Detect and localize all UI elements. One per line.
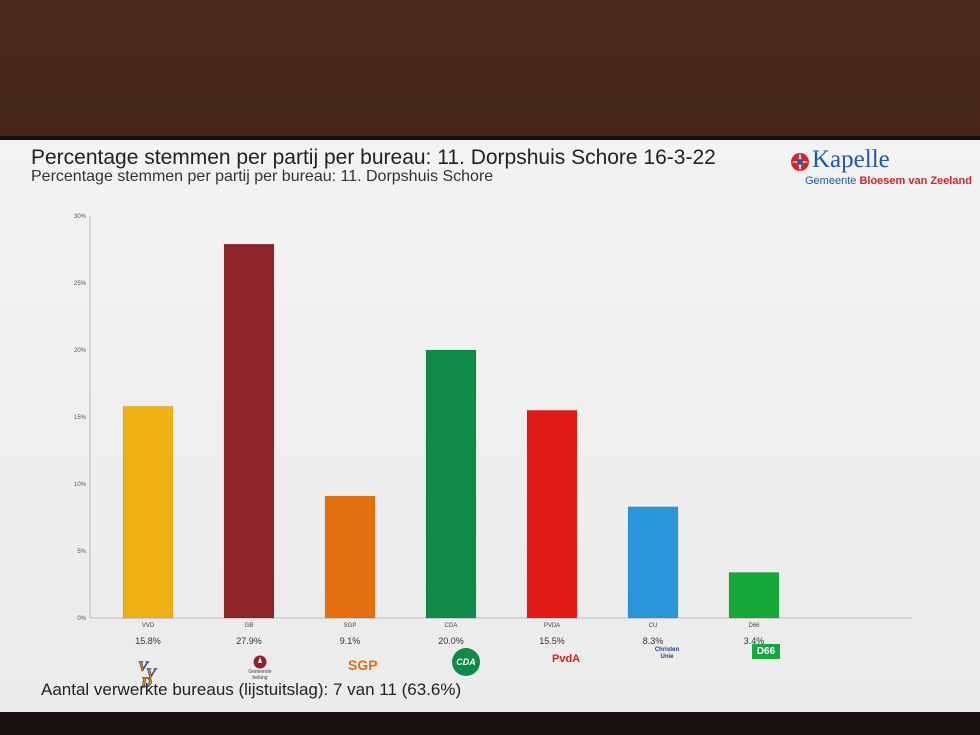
x-tick-label: CDA	[445, 623, 458, 629]
vvd-logo-mark: V V D	[138, 659, 159, 692]
bar-chart: 0% 5% 10% 15% 20% 25% 30% VVD 15.8% GB 27.9% SGP 9.1…	[74, 214, 912, 646]
bar-pvda	[526, 409, 578, 619]
y-tick-label: 30%	[74, 214, 87, 220]
data-label: 15.8%	[135, 636, 161, 646]
x-tick-label: D66	[748, 623, 760, 629]
cu-logo-line1: Christen	[654, 647, 680, 653]
gb-logo-mark	[253, 655, 267, 669]
d66-logo: D66	[752, 644, 780, 659]
svg-text:D: D	[140, 675, 152, 689]
bar-vvd	[122, 405, 174, 619]
logo-tag-gemeente: Gemeente	[805, 175, 857, 187]
gb-logo-line2: belang	[252, 675, 268, 681]
x-tick-label: VVD	[142, 623, 155, 629]
data-label: 3.4%	[744, 636, 765, 646]
footer-processed-count: Aantal verwerkte bureaus (lijstuitslag):…	[41, 680, 462, 699]
data-label: 8.3%	[643, 636, 664, 646]
screen-bezel	[0, 712, 980, 735]
logo-name: Kapelle	[812, 146, 890, 173]
cu-logo-line2: Unie	[660, 654, 674, 660]
bar-gb	[223, 243, 275, 619]
x-tick-label: CU	[649, 623, 658, 629]
data-label: 15.5%	[539, 636, 565, 646]
y-tick-label: 25%	[74, 281, 87, 287]
data-label: 9.1%	[340, 636, 361, 646]
gb-logo-line1: Gemeente	[248, 669, 272, 675]
y-tick-label: 20%	[74, 348, 87, 354]
bar-cu	[627, 506, 679, 619]
kapelle-logo: Kapelle Gemeente Bloesem van Zeeland	[790, 146, 972, 188]
bar-cda	[425, 349, 477, 619]
cda-logo: CDA	[452, 648, 480, 676]
cu-logo: Christen Unie	[652, 647, 682, 661]
data-label: 20.0%	[438, 636, 464, 646]
x-tick-label: SGP	[344, 623, 357, 629]
gb-logo: Gemeente belang	[244, 655, 276, 685]
bar-d66	[728, 571, 780, 619]
blossom-icon	[791, 153, 809, 171]
y-tick-label: 10%	[74, 482, 87, 488]
svg-text:V: V	[138, 659, 150, 675]
y-tick-label: 15%	[74, 415, 87, 421]
presentation-screen: Percentage stemmen per partij per bureau…	[0, 136, 980, 712]
x-tick-label: GB	[245, 623, 254, 629]
data-label: 27.9%	[236, 636, 262, 646]
logo-tag-bloesem: Bloesem van Zeeland	[859, 175, 972, 187]
sgp-logo: SGP	[348, 657, 378, 673]
d66-logo-text: D66	[756, 646, 776, 657]
cda-logo-text: CDA	[456, 657, 476, 667]
logo-tagline: Gemeente Bloesem van Zeeland	[805, 175, 972, 187]
page-subtitle: Percentage stemmen per partij per bureau…	[31, 168, 494, 185]
page-title: Percentage stemmen per partij per bureau…	[31, 146, 716, 169]
bar-sgp	[324, 495, 376, 619]
x-tick-label: PVDA	[544, 623, 560, 629]
svg-text:V: V	[146, 666, 158, 682]
vvd-logo: V V D	[137, 657, 167, 692]
y-tick-label: 0%	[77, 616, 86, 622]
y-tick-label: 5%	[77, 549, 86, 555]
pvda-logo: PvdA	[552, 653, 581, 665]
